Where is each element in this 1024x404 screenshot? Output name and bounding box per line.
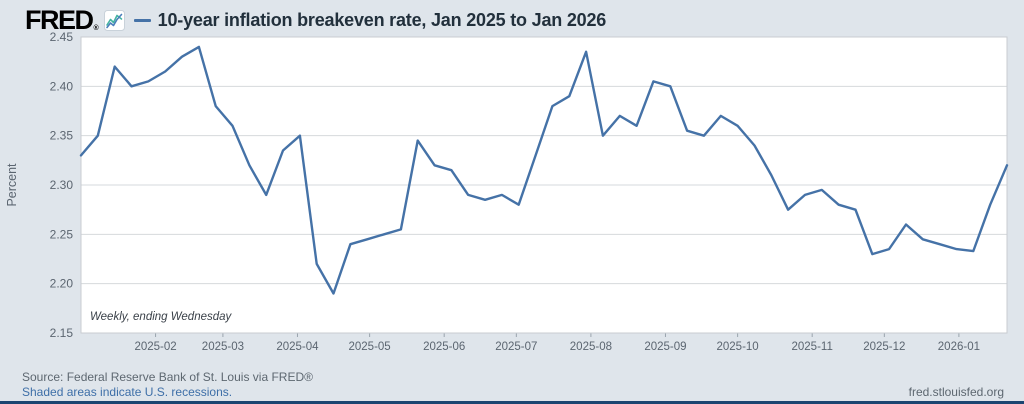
x-tick-label: 2025-07	[495, 341, 537, 353]
y-tick-label: 2.40	[50, 79, 74, 93]
y-tick-label: 2.30	[50, 178, 74, 192]
x-tick-label: 2025-03	[202, 341, 244, 353]
y-axis-title: Percent	[5, 163, 19, 207]
source-text: Source: Federal Reserve Bank of St. Loui…	[22, 370, 313, 384]
x-tick-label: 2025-04	[276, 341, 319, 353]
recessions-link[interactable]: Shaded areas indicate U.S. recessions.	[22, 385, 233, 399]
plot-border	[80, 36, 1008, 334]
x-tick-label: 2025-06	[423, 341, 465, 353]
series-legend-marker	[133, 18, 151, 22]
x-tick-label: 2025-05	[349, 341, 391, 353]
fred-site-link[interactable]: fred.stlouisfed.org	[908, 385, 1004, 399]
fred-sparkline-icon	[103, 9, 125, 31]
x-tick-label: 2025-11	[791, 341, 832, 353]
fred-logo-text: FRED	[25, 5, 94, 35]
y-tick-label: 2.20	[50, 277, 74, 291]
y-tick-label: 2.45	[50, 30, 74, 44]
chart-header: FRED ® 10-year inflation breakeven rate,…	[25, 5, 606, 35]
x-tick-label: 2025-08	[570, 341, 612, 353]
chart-title: 10-year inflation breakeven rate, Jan 20…	[157, 9, 607, 30]
y-tick-label: 2.25	[50, 227, 74, 241]
bottom-accent-bar	[0, 401, 1024, 404]
y-tick-label: 2.35	[50, 129, 74, 143]
fred-logo[interactable]: FRED ®	[25, 5, 99, 35]
x-tick-label: 2025-09	[644, 341, 686, 353]
x-tick-label: 2025-12	[863, 341, 905, 353]
x-tick-label: 2025-10	[717, 341, 759, 353]
x-tick-label: 2025-02	[134, 341, 176, 353]
y-tick-label: 2.15	[50, 326, 74, 340]
x-tick-label: 2026-01	[938, 341, 980, 353]
frequency-annotation: Weekly, ending Wednesday	[90, 311, 233, 323]
chart-footer: Source: Federal Reserve Bank of St. Loui…	[22, 370, 1004, 400]
data-series-line	[79, 45, 1009, 295]
registered-trademark-symbol: ®	[93, 25, 99, 32]
